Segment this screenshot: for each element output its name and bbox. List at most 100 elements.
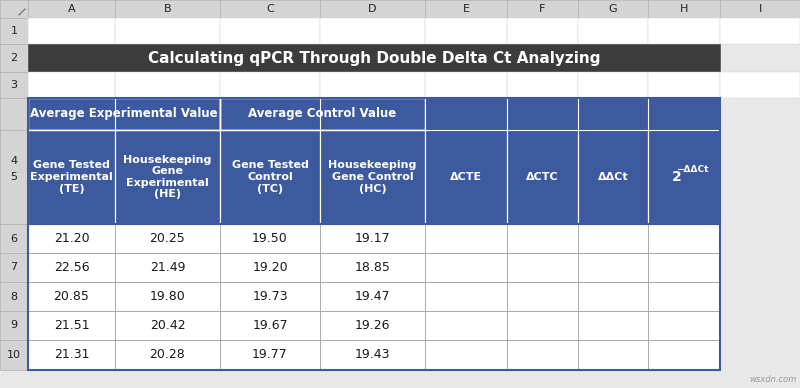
Text: F: F bbox=[539, 4, 546, 14]
Bar bbox=[115, 18, 220, 44]
Bar bbox=[578, 130, 648, 224]
Bar bbox=[28, 72, 115, 98]
Text: 21.20: 21.20 bbox=[54, 232, 90, 245]
Bar bbox=[0, 0, 28, 18]
Text: 19.43: 19.43 bbox=[354, 348, 390, 362]
Bar bbox=[578, 72, 648, 98]
Bar bbox=[425, 311, 507, 340]
Bar bbox=[720, 0, 800, 18]
Bar bbox=[648, 0, 720, 18]
Bar bbox=[220, 18, 320, 44]
Text: 22.56: 22.56 bbox=[54, 261, 90, 274]
Bar bbox=[425, 18, 507, 44]
Text: 20.42: 20.42 bbox=[150, 319, 186, 332]
Bar bbox=[28, 340, 115, 370]
Text: 2: 2 bbox=[672, 170, 682, 184]
Bar bbox=[648, 311, 720, 340]
Bar bbox=[0, 224, 28, 253]
Bar bbox=[320, 72, 425, 98]
Bar bbox=[507, 18, 578, 44]
Text: 20.28: 20.28 bbox=[150, 348, 186, 362]
Bar bbox=[648, 340, 720, 370]
Bar bbox=[28, 98, 220, 130]
Text: H: H bbox=[680, 4, 688, 14]
Bar bbox=[507, 0, 578, 18]
Bar bbox=[578, 224, 648, 253]
Text: 20.85: 20.85 bbox=[54, 290, 90, 303]
Text: 19.77: 19.77 bbox=[252, 348, 288, 362]
Text: 19.47: 19.47 bbox=[354, 290, 390, 303]
Bar bbox=[320, 224, 425, 253]
Bar bbox=[0, 18, 28, 44]
Bar bbox=[648, 253, 720, 282]
Bar bbox=[320, 0, 425, 18]
Bar bbox=[115, 130, 220, 224]
Bar bbox=[28, 224, 115, 253]
Bar bbox=[320, 340, 425, 370]
Text: Housekeeping
Gene
Experimental
(HE): Housekeeping Gene Experimental (HE) bbox=[123, 154, 212, 199]
Bar bbox=[720, 72, 800, 98]
Bar bbox=[220, 98, 425, 130]
Bar bbox=[507, 130, 578, 224]
Bar bbox=[28, 311, 115, 340]
Bar bbox=[507, 253, 578, 282]
Bar bbox=[220, 72, 320, 98]
Text: 1: 1 bbox=[10, 26, 18, 36]
Bar bbox=[0, 130, 28, 224]
Bar bbox=[425, 130, 507, 224]
Text: Gene Tested
Control
(TC): Gene Tested Control (TC) bbox=[231, 160, 309, 194]
Bar bbox=[720, 18, 800, 44]
Bar bbox=[28, 253, 115, 282]
Bar bbox=[115, 0, 220, 18]
Bar bbox=[507, 224, 578, 253]
Bar bbox=[115, 72, 220, 98]
Text: 19.50: 19.50 bbox=[252, 232, 288, 245]
Bar bbox=[220, 224, 320, 253]
Text: 21.51: 21.51 bbox=[54, 319, 90, 332]
Bar bbox=[28, 282, 115, 311]
Bar bbox=[425, 72, 507, 98]
Text: 20.25: 20.25 bbox=[150, 232, 186, 245]
Bar bbox=[0, 311, 28, 340]
Text: C: C bbox=[266, 4, 274, 14]
Bar bbox=[425, 282, 507, 311]
Bar bbox=[507, 340, 578, 370]
Bar bbox=[0, 282, 28, 311]
Bar bbox=[220, 0, 320, 18]
Bar bbox=[648, 18, 720, 44]
Bar bbox=[578, 0, 648, 18]
Text: E: E bbox=[462, 4, 470, 14]
Text: 4: 4 bbox=[10, 156, 18, 166]
Bar bbox=[0, 253, 28, 282]
Bar bbox=[648, 98, 720, 130]
Bar bbox=[28, 18, 115, 44]
Bar bbox=[115, 224, 220, 253]
Text: G: G bbox=[609, 4, 618, 14]
Text: Average Experimental Value: Average Experimental Value bbox=[30, 107, 218, 121]
Text: 18.85: 18.85 bbox=[354, 261, 390, 274]
Text: 10: 10 bbox=[7, 350, 21, 360]
Bar bbox=[0, 98, 28, 224]
Bar bbox=[28, 224, 720, 370]
Bar bbox=[320, 253, 425, 282]
Text: 5: 5 bbox=[10, 172, 18, 182]
Text: 19.26: 19.26 bbox=[354, 319, 390, 332]
Text: 8: 8 bbox=[10, 291, 18, 301]
Text: A: A bbox=[68, 4, 75, 14]
Text: 21.49: 21.49 bbox=[150, 261, 186, 274]
Bar bbox=[115, 311, 220, 340]
Bar bbox=[425, 0, 507, 18]
Text: 9: 9 bbox=[10, 320, 18, 331]
Bar bbox=[578, 282, 648, 311]
Text: D: D bbox=[368, 4, 377, 14]
Bar bbox=[507, 72, 578, 98]
Bar bbox=[648, 282, 720, 311]
Text: −ΔΔCt: −ΔΔCt bbox=[676, 166, 708, 175]
Bar bbox=[0, 340, 28, 370]
Bar bbox=[28, 130, 115, 224]
Bar bbox=[320, 130, 425, 224]
Text: I: I bbox=[758, 4, 762, 14]
Text: 21.31: 21.31 bbox=[54, 348, 90, 362]
Bar bbox=[28, 0, 115, 18]
Bar bbox=[320, 18, 425, 44]
